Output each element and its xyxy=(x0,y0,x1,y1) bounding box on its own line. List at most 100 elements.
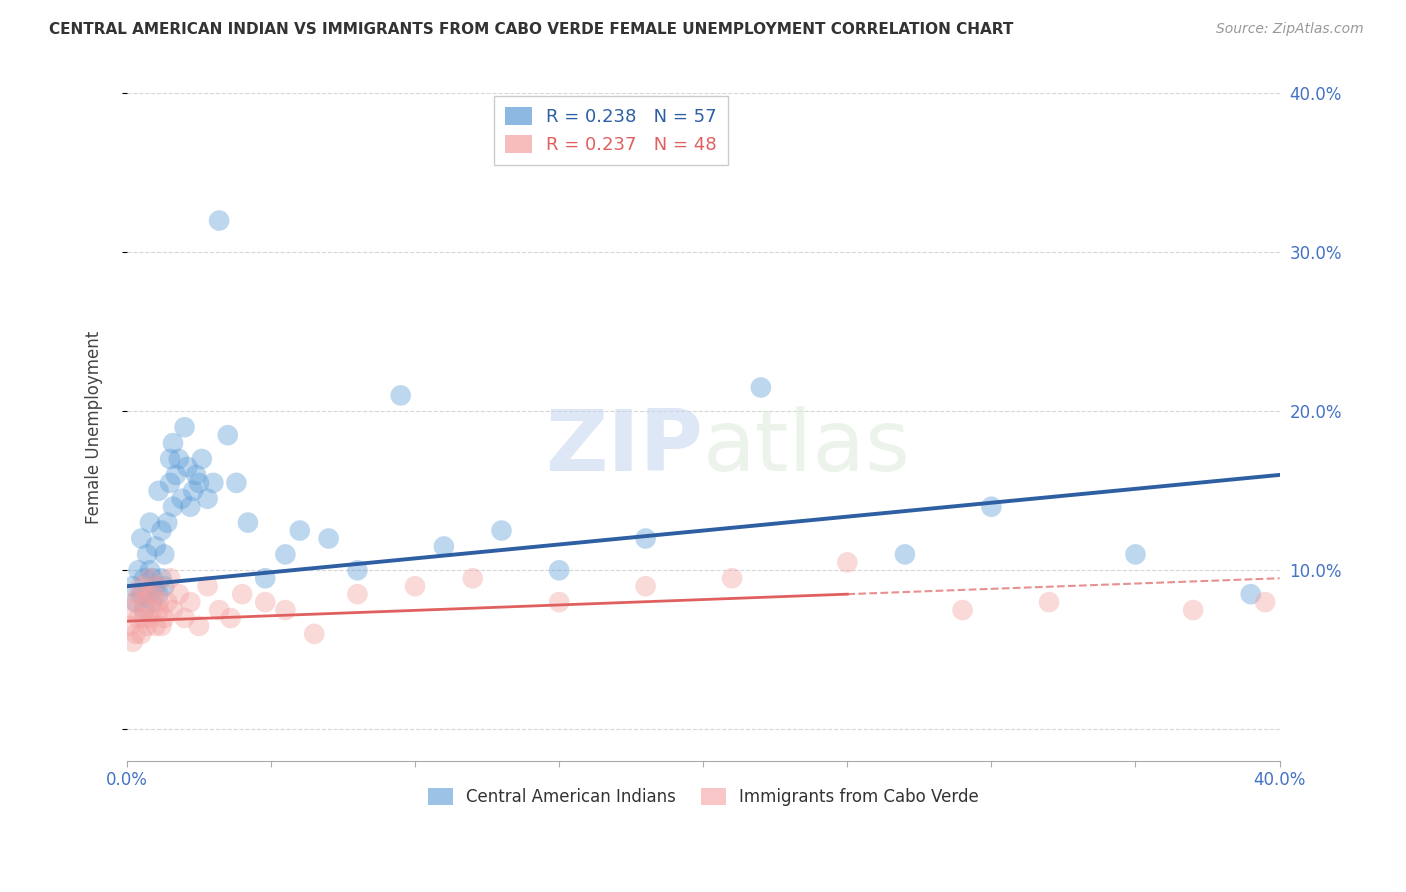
Point xyxy=(254,595,277,609)
Point xyxy=(346,563,368,577)
Point xyxy=(236,516,259,530)
Point xyxy=(173,611,195,625)
Point xyxy=(124,595,146,609)
Point xyxy=(980,500,1002,514)
Point xyxy=(150,571,173,585)
Point xyxy=(139,571,162,585)
Point xyxy=(150,524,173,538)
Point xyxy=(159,475,181,490)
Point xyxy=(139,611,162,625)
Point xyxy=(134,571,156,585)
Point xyxy=(952,603,974,617)
Point xyxy=(134,611,156,625)
Point xyxy=(121,579,143,593)
Point xyxy=(894,548,917,562)
Text: ZIP: ZIP xyxy=(546,406,703,489)
Point xyxy=(131,532,153,546)
Point xyxy=(188,475,211,490)
Point xyxy=(127,563,149,577)
Point xyxy=(131,587,153,601)
Point xyxy=(131,579,153,593)
Point xyxy=(142,571,165,585)
Point xyxy=(274,603,297,617)
Point xyxy=(225,475,247,490)
Point xyxy=(124,627,146,641)
Point xyxy=(346,587,368,601)
Point xyxy=(208,603,231,617)
Point xyxy=(145,579,167,593)
Point xyxy=(433,540,456,554)
Point xyxy=(148,603,170,617)
Point xyxy=(404,579,426,593)
Point xyxy=(153,579,176,593)
Point xyxy=(197,579,219,593)
Point xyxy=(162,500,184,514)
Point xyxy=(121,635,143,649)
Point xyxy=(145,619,167,633)
Point xyxy=(167,587,190,601)
Point xyxy=(1240,587,1263,601)
Point xyxy=(721,571,744,585)
Point xyxy=(170,491,193,506)
Point xyxy=(1182,603,1205,617)
Point xyxy=(181,483,204,498)
Point xyxy=(142,603,165,617)
Point xyxy=(634,532,657,546)
Point xyxy=(148,483,170,498)
Point xyxy=(121,603,143,617)
Point xyxy=(179,595,201,609)
Point xyxy=(142,587,165,601)
Point xyxy=(217,428,239,442)
Point xyxy=(1254,595,1277,609)
Point xyxy=(173,420,195,434)
Point xyxy=(165,467,187,482)
Point xyxy=(1125,548,1147,562)
Point xyxy=(153,548,176,562)
Point xyxy=(153,611,176,625)
Point xyxy=(208,213,231,227)
Point xyxy=(148,587,170,601)
Point xyxy=(136,587,159,601)
Point xyxy=(274,548,297,562)
Point xyxy=(136,587,159,601)
Point xyxy=(118,619,141,633)
Point xyxy=(491,524,513,538)
Point xyxy=(131,627,153,641)
Point xyxy=(389,388,412,402)
Point xyxy=(318,532,340,546)
Point xyxy=(176,460,198,475)
Point xyxy=(159,571,181,585)
Point xyxy=(136,548,159,562)
Text: CENTRAL AMERICAN INDIAN VS IMMIGRANTS FROM CABO VERDE FEMALE UNEMPLOYMENT CORREL: CENTRAL AMERICAN INDIAN VS IMMIGRANTS FR… xyxy=(49,22,1014,37)
Point xyxy=(136,619,159,633)
Point xyxy=(1038,595,1060,609)
Point xyxy=(188,619,211,633)
Point xyxy=(548,563,571,577)
Point xyxy=(145,540,167,554)
Point xyxy=(156,516,179,530)
Point xyxy=(219,611,242,625)
Point xyxy=(302,627,325,641)
Point xyxy=(548,595,571,609)
Point xyxy=(127,587,149,601)
Point xyxy=(461,571,484,585)
Point xyxy=(124,595,146,609)
Point xyxy=(197,491,219,506)
Point xyxy=(139,516,162,530)
Point xyxy=(179,500,201,514)
Text: Source: ZipAtlas.com: Source: ZipAtlas.com xyxy=(1216,22,1364,37)
Point xyxy=(150,619,173,633)
Point xyxy=(148,595,170,609)
Point xyxy=(134,603,156,617)
Point xyxy=(134,595,156,609)
Point xyxy=(749,380,772,394)
Point xyxy=(184,467,207,482)
Point xyxy=(231,587,253,601)
Point xyxy=(167,452,190,467)
Y-axis label: Female Unemployment: Female Unemployment xyxy=(86,331,103,524)
Point xyxy=(145,579,167,593)
Point xyxy=(837,555,859,569)
Point xyxy=(156,595,179,609)
Point xyxy=(139,563,162,577)
Point xyxy=(162,603,184,617)
